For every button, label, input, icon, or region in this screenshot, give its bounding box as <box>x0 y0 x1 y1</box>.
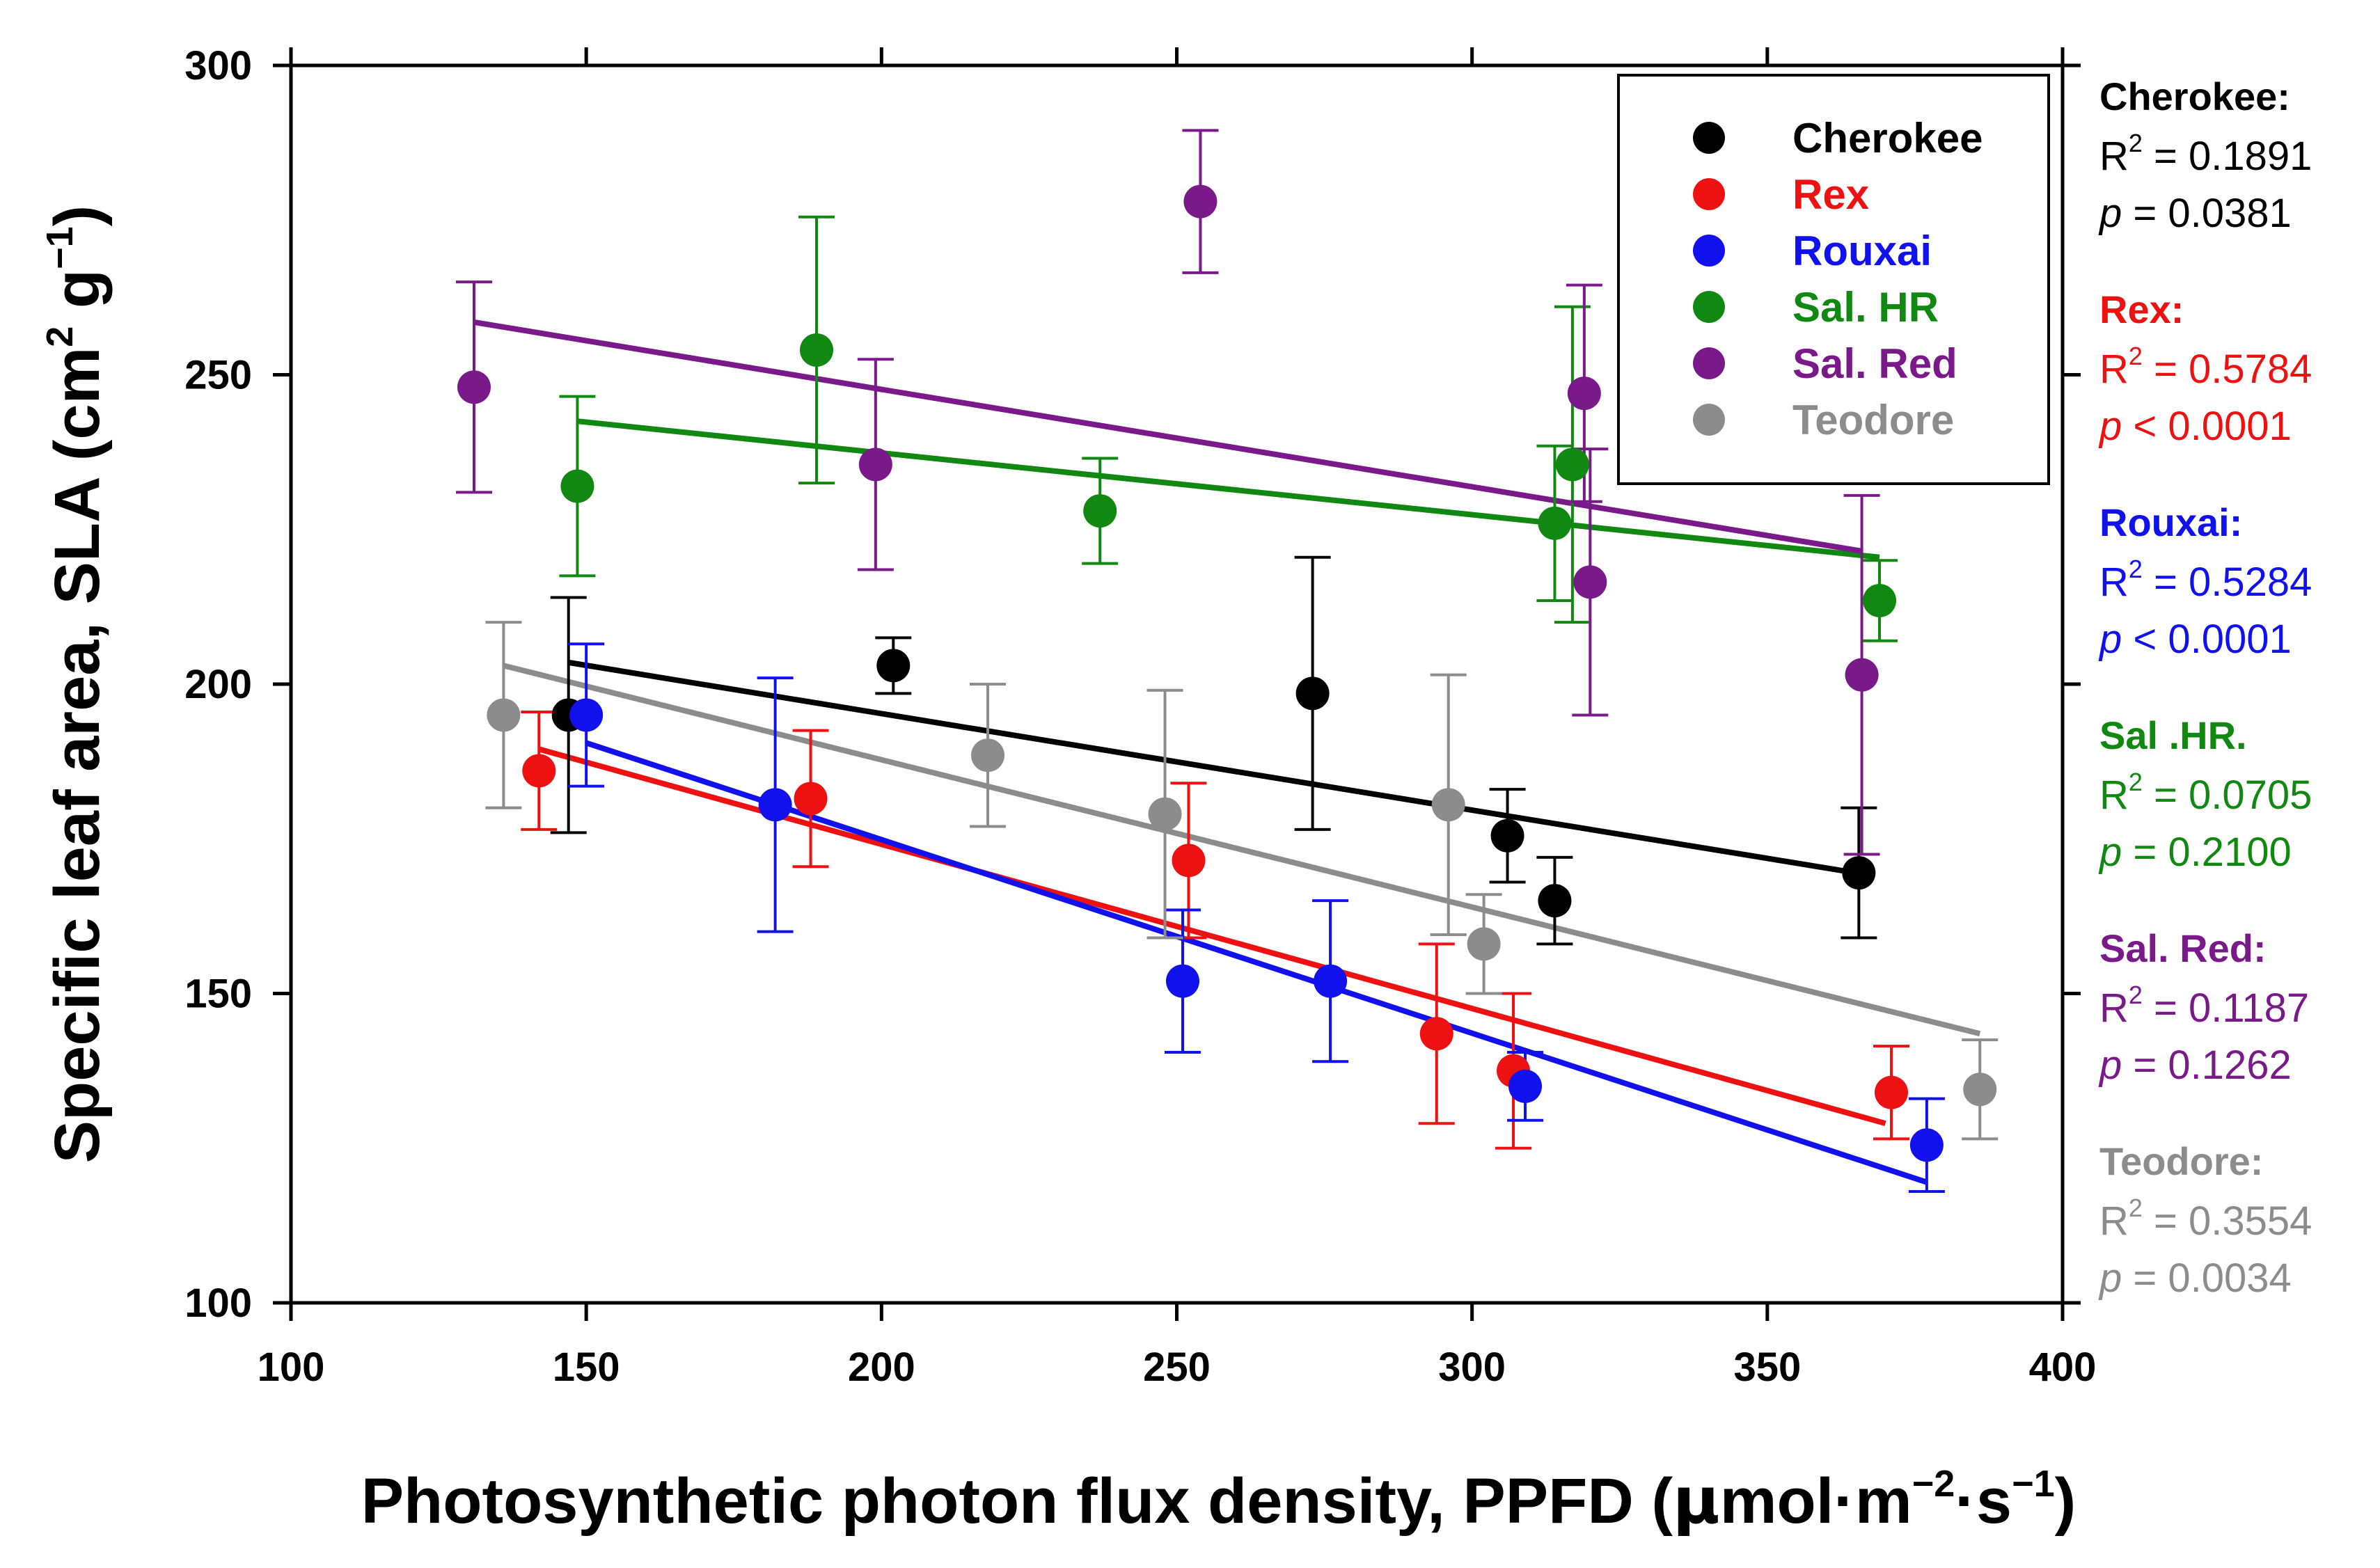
point-teodore <box>487 698 521 732</box>
stats-p: p < 0.0001 <box>2098 404 2292 449</box>
y-tick-label: 250 <box>184 353 252 398</box>
stats-r2: R2 = 0.1891 <box>2099 129 2312 179</box>
point-teodore <box>1467 927 1501 961</box>
point-sal-hr <box>800 333 834 367</box>
x-axis-title: Photosynthetic photon flux density, PPFD… <box>361 1463 2076 1538</box>
point-rex <box>794 782 828 816</box>
y-tick-label: 300 <box>184 43 252 88</box>
data-points <box>457 184 1997 1162</box>
fit-line-sal-hr <box>577 418 1880 560</box>
point-rex <box>1874 1075 1908 1109</box>
stats-p: p = 0.0034 <box>2098 1256 2292 1301</box>
stats-r2: R2 = 0.5784 <box>2099 342 2312 392</box>
stats-p: p = 0.2100 <box>2098 830 2292 875</box>
y-tick-label: 200 <box>184 662 252 707</box>
point-cherokee <box>1490 818 1524 853</box>
legend-marker <box>1693 178 1725 210</box>
point-cherokee <box>1538 884 1572 918</box>
legend-label: Cherokee <box>1792 115 1983 161</box>
point-cherokee <box>1295 676 1330 711</box>
point-sal-hr <box>1538 506 1572 540</box>
point-rouxai <box>1165 964 1199 998</box>
fit-line-cherokee <box>568 659 1857 876</box>
point-sal-red <box>1573 565 1607 599</box>
x-tick-label: 150 <box>553 1345 620 1390</box>
y-tick-label: 150 <box>184 972 252 1017</box>
point-rex <box>522 754 556 788</box>
point-teodore <box>971 738 1005 773</box>
axis-ticks: 100 150 200 250 300 350 400 100 150 200 250 300 <box>184 43 2096 1390</box>
point-sal-red <box>1183 184 1217 219</box>
legend-label: Sal. HR <box>1792 284 1939 331</box>
point-rouxai <box>758 788 792 822</box>
x-tick-label: 400 <box>2029 1345 2097 1390</box>
point-teodore <box>1148 797 1182 831</box>
fit-line-teodore <box>503 663 1981 1037</box>
point-sal-red <box>1567 377 1601 411</box>
fit-line-rex <box>538 746 1886 1127</box>
y-axis-title: Specific leaf area, SLA (cm2 g−1) <box>39 205 113 1164</box>
point-sal-red <box>457 370 491 404</box>
legend-marker <box>1693 291 1725 323</box>
x-tick-label: 250 <box>1143 1345 1211 1390</box>
legend-marker <box>1693 347 1725 379</box>
stats-p: p < 0.0001 <box>2098 617 2292 662</box>
x-tick-label: 200 <box>848 1345 915 1390</box>
axis-titles: Photosynthetic photon flux density, PPFD… <box>39 205 2076 1538</box>
stats-heading: Cherokee: <box>2099 74 2290 118</box>
regression-stats: Cherokee: R2 = 0.1891 p = 0.0381 Rex: R2 = 0… <box>2098 74 2312 1301</box>
legend-label: Sal. Red <box>1792 340 1957 387</box>
point-sal-hr <box>1863 583 1897 617</box>
stats-r2: R2 = 0.1187 <box>2099 981 2309 1031</box>
point-rouxai <box>1909 1128 1944 1162</box>
stats-heading: Sal. Red: <box>2099 926 2267 970</box>
stats-heading: Rex: <box>2099 287 2184 331</box>
legend-marker <box>1693 122 1725 154</box>
point-cherokee <box>1842 856 1876 890</box>
x-tick-label: 300 <box>1438 1345 1506 1390</box>
fit-line-sal-red <box>473 319 1863 554</box>
stats-heading: Teodore: <box>2099 1139 2263 1183</box>
legend-label: Rouxai <box>1792 228 1932 274</box>
legend: Cherokee Rex Rouxai Sal. HR Sal. Red Teodore <box>1617 74 2050 485</box>
stats-r2: R2 = 0.3554 <box>2099 1194 2312 1244</box>
legend-marker <box>1693 235 1725 267</box>
stats-p: p = 0.0381 <box>2098 191 2292 236</box>
y-tick-label: 100 <box>184 1281 252 1326</box>
point-teodore <box>1431 788 1465 822</box>
point-rex <box>1419 1017 1453 1051</box>
legend-marker <box>1693 404 1725 436</box>
point-sal-hr <box>1083 494 1117 528</box>
point-sal-red <box>858 448 892 482</box>
point-rouxai <box>1314 964 1348 998</box>
stats-heading: Sal .HR. <box>2099 713 2247 757</box>
stats-r2: R2 = 0.5284 <box>2099 555 2312 605</box>
point-sal-hr <box>560 469 594 503</box>
point-rouxai <box>569 698 604 732</box>
point-teodore <box>1963 1072 1997 1107</box>
legend-label: Rex <box>1792 171 1869 218</box>
x-tick-label: 350 <box>1733 1345 1801 1390</box>
stats-p: p = 0.1262 <box>2098 1043 2292 1088</box>
point-cherokee <box>876 649 911 683</box>
legend-box <box>1617 74 2050 485</box>
point-sal-red <box>1845 658 1879 692</box>
stats-heading: Rouxai: <box>2099 500 2242 544</box>
point-sal-hr <box>1555 448 1589 482</box>
stats-r2: R2 = 0.0705 <box>2099 768 2312 818</box>
point-rex <box>1172 844 1206 878</box>
legend-label: Teodore <box>1792 397 1954 443</box>
point-rouxai <box>1508 1069 1543 1103</box>
x-tick-label: 100 <box>258 1345 325 1390</box>
